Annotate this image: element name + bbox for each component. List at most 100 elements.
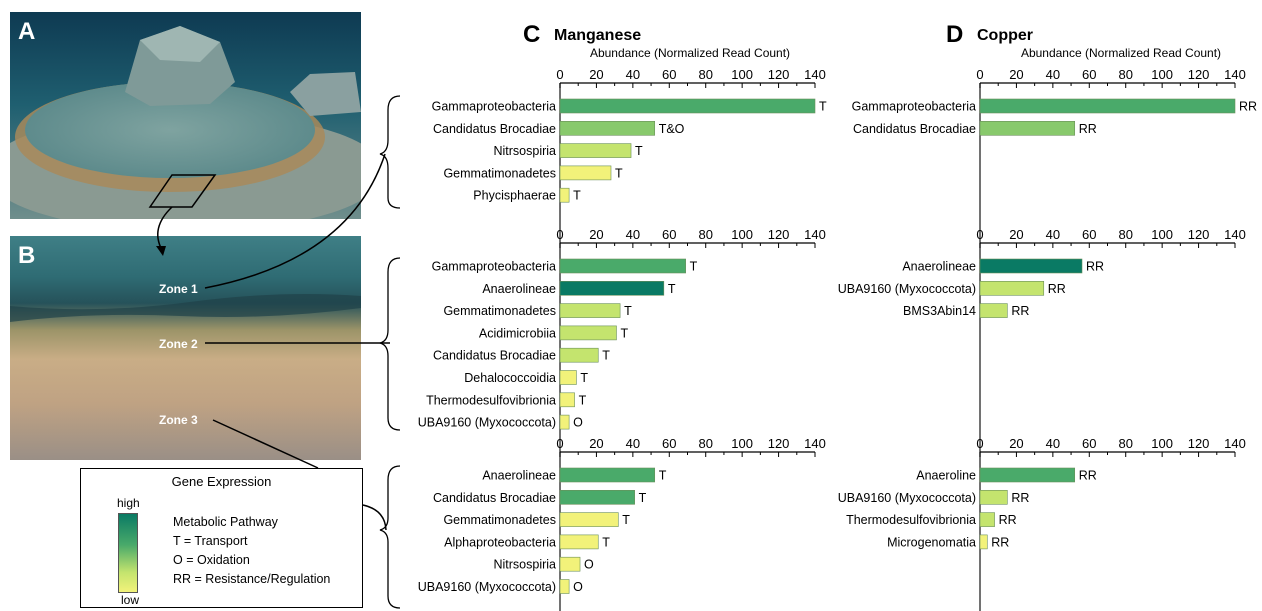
pathway-label: T — [690, 260, 698, 274]
bar — [559, 143, 632, 158]
bar — [559, 347, 599, 363]
pathway-label: RR — [1086, 260, 1104, 274]
x-tick-label: 100 — [1151, 436, 1173, 451]
pathway-label: RR — [1011, 304, 1029, 318]
pathway-label: T — [602, 349, 610, 363]
pathway-label: T — [668, 282, 676, 296]
x-tick-label: 120 — [1188, 67, 1210, 82]
legend-item-transport: T = Transport — [173, 534, 248, 548]
bar — [559, 392, 575, 408]
x-tick-label: 40 — [626, 436, 640, 451]
pathway-label: RR — [1079, 122, 1097, 136]
x-tick-label: 100 — [1151, 67, 1173, 82]
bar — [979, 98, 1236, 114]
bar — [979, 121, 1076, 136]
zone-2-label: Zone 2 — [159, 337, 198, 351]
pathway-label: T — [819, 100, 827, 114]
bar — [559, 165, 612, 181]
category-label: UBA9160 (Myxococcota) — [418, 580, 556, 594]
x-tick-label: 40 — [1046, 67, 1060, 82]
manganese-axis-label: Abundance (Normalized Read Count) — [590, 46, 790, 60]
category-label: Thermodesulfovibrionia — [426, 393, 556, 407]
bar — [559, 303, 621, 318]
bar — [559, 121, 656, 136]
x-tick-label: 60 — [1082, 227, 1096, 242]
pathway-label: T — [624, 304, 632, 318]
pathway-label: RR — [1239, 100, 1257, 114]
legend-low-label: low — [121, 593, 140, 607]
x-tick-label: 40 — [1046, 227, 1060, 242]
zoom-arrow — [157, 206, 173, 251]
x-tick-label: 60 — [1082, 436, 1096, 451]
zone-1-label: Zone 1 — [159, 282, 198, 296]
pathway-label: RR — [991, 535, 1009, 549]
x-tick-label: 60 — [1082, 67, 1096, 82]
copper-axis-label: Abundance (Normalized Read Count) — [1021, 46, 1221, 60]
x-tick-label: 0 — [556, 227, 563, 242]
legend-high-label: high — [117, 496, 140, 510]
pathway-label: RR — [1011, 491, 1029, 505]
bar — [559, 467, 656, 483]
zone-3-leader — [212, 419, 319, 469]
category-label: Phycisphaerae — [473, 189, 556, 203]
x-tick-label: 80 — [1118, 67, 1132, 82]
zone-1-leader — [204, 153, 386, 289]
pathway-label: T — [580, 371, 588, 385]
brace-zone-1 — [379, 95, 401, 209]
category-label: Thermodesulfovibrionia — [846, 513, 976, 527]
x-tick-label: 100 — [731, 227, 753, 242]
x-tick-label: 20 — [589, 436, 603, 451]
x-tick-label: 0 — [976, 227, 983, 242]
brace-zone-2 — [379, 257, 401, 431]
legend-item-oxidation: O = Oxidation — [173, 553, 250, 567]
pathway-label: T — [620, 326, 628, 340]
x-tick-label: 140 — [1224, 436, 1246, 451]
pathway-label: T — [573, 189, 581, 203]
x-tick-label: 0 — [976, 67, 983, 82]
category-label: Acidimicrobiia — [479, 326, 556, 340]
bar — [979, 512, 995, 527]
bar — [979, 280, 1045, 296]
bar — [979, 303, 1008, 318]
legend-pathways: Metabolic Pathway T = Transport O = Oxid… — [173, 513, 330, 589]
category-label: Gemmatimonadetes — [443, 513, 556, 527]
x-tick-label: 80 — [698, 67, 712, 82]
category-label: Anaerolineae — [482, 469, 556, 483]
copper-title: Copper — [977, 27, 1033, 44]
zone-closeup-photo: B Zone 1 Zone 2 Zone 3 — [10, 236, 361, 460]
pathway-label: T — [639, 491, 647, 505]
x-tick-label: 80 — [1118, 436, 1132, 451]
category-label: Alphaproteobacteria — [444, 535, 556, 549]
legend-item-resistance: RR = Resistance/Regulation — [173, 572, 331, 586]
category-label: Gemmatimonadetes — [443, 304, 556, 318]
zoom-region-box — [148, 174, 217, 208]
x-tick-label: 0 — [976, 436, 983, 451]
pathway-label: O — [584, 558, 594, 572]
bar — [559, 512, 619, 527]
bar — [559, 534, 599, 550]
panel-letter-a: A — [18, 18, 35, 45]
x-tick-label: 20 — [589, 67, 603, 82]
x-tick-label: 140 — [804, 67, 826, 82]
bar — [559, 370, 577, 385]
x-tick-label: 120 — [1188, 436, 1210, 451]
x-tick-label: 120 — [1188, 227, 1210, 242]
category-label: Gammaproteobacteria — [852, 100, 976, 114]
bar-charts: 0 20 40 60 80 100 120 140 Gammaproteobacteria T Ca… — [418, 67, 1257, 611]
x-tick-label: 20 — [1009, 227, 1023, 242]
x-tick-label: 100 — [731, 436, 753, 451]
category-label: UBA9160 (Myxococcota) — [418, 416, 556, 430]
category-label: Candidatus Brocadiae — [433, 122, 556, 136]
x-tick-label: 140 — [804, 436, 826, 451]
bar — [979, 467, 1076, 483]
x-tick-label: 0 — [556, 436, 563, 451]
x-tick-label: 80 — [1118, 227, 1132, 242]
bar — [559, 414, 570, 430]
panel-letter-c: C — [523, 21, 540, 48]
bar — [559, 280, 665, 296]
x-tick-label: 20 — [1009, 67, 1023, 82]
x-tick-label: 0 — [556, 67, 563, 82]
bar — [559, 556, 581, 572]
bar — [979, 258, 1083, 274]
